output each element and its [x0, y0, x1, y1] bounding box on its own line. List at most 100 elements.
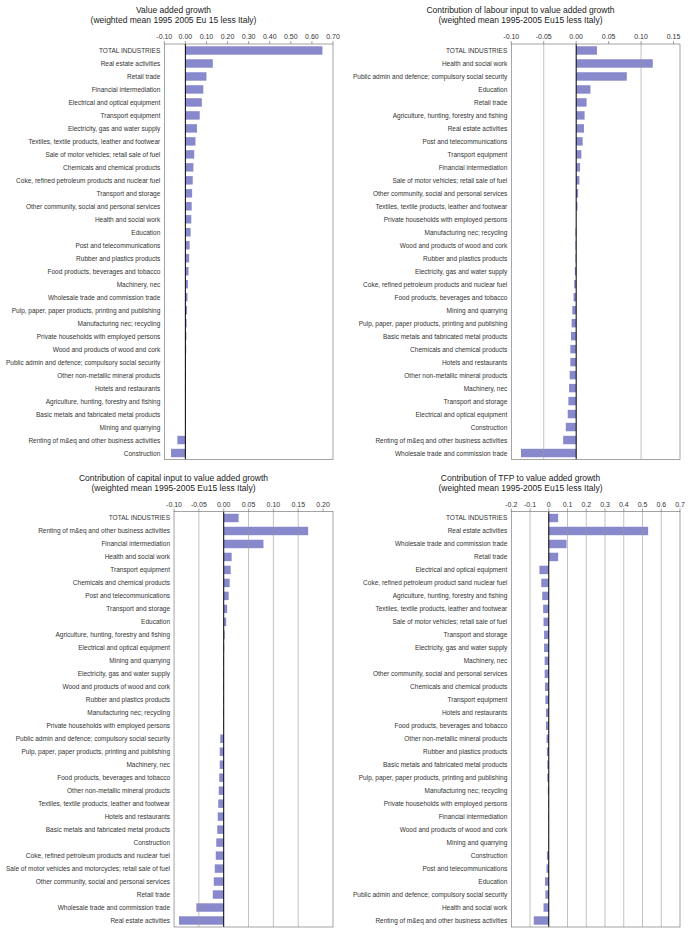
panel: Contribution of capital input to value a…	[6, 473, 333, 928]
panel: Contribution of TFP to value added growt…	[353, 473, 685, 928]
bar	[549, 540, 567, 548]
bars	[521, 46, 653, 457]
bar	[521, 449, 576, 457]
x-tick-label: -0.05	[191, 501, 207, 508]
category-label: Education	[131, 229, 160, 236]
category-label: Other non-metallic mineral products	[404, 735, 508, 743]
bar	[185, 72, 206, 80]
category-label: Machinery, nec	[464, 385, 508, 393]
x-tick	[548, 509, 549, 512]
panel-title: Contribution of labour input to value ad…	[426, 5, 614, 25]
bar	[215, 864, 224, 872]
category-label: Health and social work	[442, 904, 508, 911]
title-line: (weighted mean 1995 2005 Eu 15 less Ital…	[91, 15, 257, 25]
bar	[217, 825, 223, 833]
background	[0, 0, 694, 935]
x-tick-label: 0.00	[217, 501, 231, 508]
bar	[218, 799, 223, 807]
bar	[179, 916, 224, 924]
x-tick	[298, 509, 299, 512]
reference-lines	[185, 44, 186, 460]
bar	[542, 592, 549, 600]
category-label: Wholesale trade and commission trade	[395, 450, 508, 457]
category-label: Real estate activities	[448, 527, 508, 534]
x-tick	[198, 509, 199, 512]
x-tick	[661, 509, 662, 512]
bar	[219, 786, 224, 794]
bar	[185, 176, 192, 184]
reference-line	[543, 44, 544, 460]
bar	[185, 189, 192, 197]
x-tick	[269, 41, 270, 44]
category-label: Health and social work	[442, 60, 508, 67]
x-tick-label: 0.70	[326, 33, 340, 40]
bar	[543, 605, 549, 613]
bar	[185, 98, 201, 106]
x-tick	[223, 509, 224, 512]
category-label: Financial intermediation	[101, 540, 170, 547]
page: {"chart_data": [ {"type": "bar", "orient…	[0, 0, 694, 935]
x-tick	[673, 41, 674, 44]
x-tick	[530, 509, 531, 512]
plot-frame	[511, 512, 680, 928]
category-label: Mining and quarrying	[447, 307, 508, 315]
x-tick-label: 0.60	[305, 33, 319, 40]
bar	[224, 566, 231, 574]
bar	[545, 890, 548, 898]
x-tick-label: 0.3	[600, 501, 610, 508]
category-label: Transport equipment	[448, 151, 508, 159]
x-tick-label: 0.5	[638, 501, 648, 508]
category-label: Chemicals and chemical products	[410, 683, 508, 691]
bar	[219, 773, 223, 781]
category-label: Renting of m&eq and other business activ…	[28, 437, 161, 445]
bar	[224, 605, 227, 613]
category-label: TOTAL INDUSTRIES	[446, 514, 508, 521]
x-axis: -0.10-0.050.000.050.100.150.20	[166, 501, 330, 512]
category-label: Retail trade	[137, 891, 171, 898]
x-tick	[680, 509, 681, 512]
category-label: Retail trade	[474, 99, 508, 106]
bar	[544, 631, 549, 639]
x-tick-label: 0.4	[619, 501, 629, 508]
category-label: Real estate activities	[448, 125, 508, 132]
category-label: Transport and storage	[444, 398, 508, 406]
bar	[185, 163, 193, 171]
x-tick-label: 0.20	[316, 501, 330, 508]
category-label: Mining and quarrying	[109, 657, 170, 665]
bar	[185, 202, 191, 210]
category-labels: TOTAL INDUSTRIESReal estate activitiesWh…	[353, 514, 508, 925]
x-tick	[174, 509, 175, 512]
category-label: Sale of motor vehicles; retail sale of f…	[392, 618, 507, 625]
category-label: Post and telecommunications	[422, 138, 508, 145]
category-label: Hotels and restaurants	[105, 813, 171, 820]
category-label: Transport equipment	[448, 696, 508, 704]
panel-title: Contribution of capital input to value a…	[79, 473, 268, 493]
bar	[224, 514, 239, 522]
bar	[576, 150, 581, 158]
x-tick	[323, 509, 324, 512]
category-label: Mining and quarrying	[100, 424, 161, 432]
x-tick	[511, 509, 512, 512]
x-tick	[185, 41, 186, 44]
reference-line	[586, 512, 587, 928]
category-label: Post and telecommunications	[422, 865, 508, 872]
category-label: Textiles, textile products, leather and …	[375, 605, 508, 613]
panel-title: Value added growth(weighted mean 1995 20…	[91, 5, 257, 25]
category-label: Manufacturing nec; recycling	[425, 229, 508, 237]
title-line: Contribution of capital input to value a…	[79, 473, 268, 483]
category-label: Sale of motor vehicles and motorcycles; …	[6, 865, 171, 873]
reference-line	[273, 512, 274, 928]
category-label: Other non-metallic mineral products	[57, 372, 161, 380]
bar	[576, 124, 584, 132]
reference-lines	[544, 44, 641, 460]
category-label: Pulp, paper, paper products, printing an…	[12, 307, 161, 315]
bar	[544, 618, 549, 626]
reference-line	[642, 512, 643, 928]
x-tick-label: -0.10	[156, 33, 172, 40]
category-label: TOTAL INDUSTRIES	[99, 47, 161, 54]
panel-title: Contribution of TFP to value added growt…	[439, 473, 603, 493]
bar	[185, 137, 195, 145]
bar	[576, 72, 627, 80]
bar	[224, 579, 230, 587]
bar	[570, 371, 576, 379]
